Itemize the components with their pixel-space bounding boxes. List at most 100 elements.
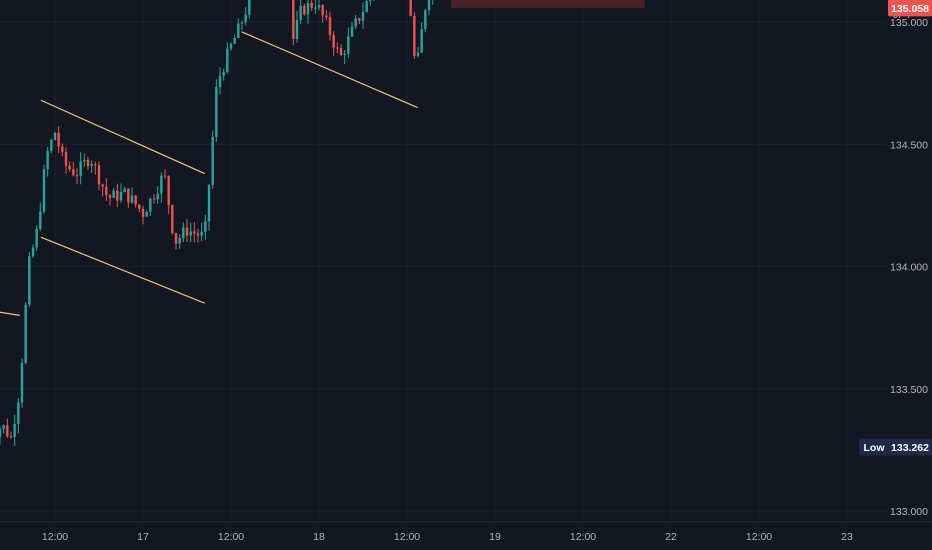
candle-body — [9, 436, 13, 438]
candle-body — [174, 232, 178, 244]
candle-body — [134, 195, 137, 205]
candle-body — [240, 22, 244, 24]
candle-body — [350, 26, 354, 37]
candle-body — [328, 17, 332, 35]
candle-body — [248, 0, 251, 15]
candle-body — [35, 228, 38, 248]
candle-body — [306, 3, 310, 15]
candle-body — [123, 188, 126, 193]
candle-body — [79, 161, 82, 176]
candle-body — [200, 231, 203, 236]
candle-body — [310, 3, 313, 8]
candle-body — [409, 0, 412, 16]
candle-body — [185, 227, 189, 236]
low-label-bg — [859, 438, 889, 456]
candle-body — [182, 227, 185, 238]
candle-body — [152, 198, 156, 200]
candle-body — [119, 192, 123, 201]
candle-body — [39, 211, 42, 229]
candle-body — [343, 53, 346, 56]
candle-body — [314, 7, 317, 9]
x-tick-label: 12:00 — [570, 531, 596, 543]
candle-body — [413, 15, 416, 56]
candle-body — [215, 86, 218, 137]
candle-body — [211, 136, 214, 186]
candle-body — [321, 5, 324, 16]
candle-body — [420, 29, 423, 53]
stop-loss-value: 135.058 — [891, 3, 929, 15]
trendline-1 — [40, 99, 205, 175]
candle-body — [361, 12, 365, 21]
candle-body — [193, 231, 196, 234]
candle-body — [229, 43, 233, 49]
candle-body — [167, 176, 170, 206]
candle-body — [171, 205, 174, 233]
stop-loss-value-bg — [888, 0, 932, 17]
candle-body — [116, 190, 119, 201]
candle-body — [61, 146, 64, 152]
candle-body — [339, 47, 343, 56]
x-tick-label: 22 — [665, 531, 677, 543]
x-tick-label: 19 — [489, 531, 501, 543]
candle-body — [68, 165, 71, 170]
candle-body — [90, 164, 93, 167]
candle-body — [163, 175, 167, 177]
candle-body — [101, 184, 104, 187]
candle-body — [369, 0, 372, 1]
y-tick-label: 133.000 — [890, 506, 928, 518]
candle-body — [295, 19, 299, 40]
x-tick-label: 12:00 — [42, 531, 68, 543]
candle-body — [189, 231, 192, 236]
candle-body — [178, 237, 181, 244]
candle-body — [145, 211, 148, 217]
candle-body — [233, 37, 236, 44]
candle-body — [112, 190, 115, 198]
candle-body — [218, 75, 222, 87]
candle-body — [138, 204, 141, 209]
price-badges: High136.762USDJPY136.501136.354135.37813… — [859, 0, 932, 456]
candle-body — [94, 164, 97, 166]
candle-body — [105, 186, 108, 196]
position-zones — [451, 0, 645, 8]
candle-body — [0, 428, 2, 438]
candle-body — [303, 5, 306, 15]
candle-body — [42, 169, 46, 212]
x-tick-label: 12:00 — [746, 531, 772, 543]
candle-body — [354, 18, 357, 27]
candle-body — [196, 233, 200, 236]
candle-body — [317, 5, 321, 8]
y-tick-label: 134.000 — [890, 262, 928, 274]
y-tick-label: 133.500 — [890, 384, 928, 396]
trendline-0 — [0, 311, 20, 316]
chart-grid — [0, 0, 886, 522]
candle-body — [427, 0, 431, 11]
candle-body — [336, 47, 339, 49]
candle-body — [358, 18, 361, 21]
candle-body — [20, 362, 24, 403]
candles — [0, 0, 434, 447]
trendlines — [0, 31, 418, 316]
candle-body — [325, 15, 328, 18]
candle-body — [237, 23, 240, 38]
candle-body — [64, 151, 68, 166]
candle-body — [53, 132, 57, 140]
candle-body — [299, 5, 302, 20]
candle-body — [130, 195, 134, 203]
x-tick-label: 18 — [313, 531, 325, 543]
candle-body — [75, 175, 79, 177]
candle-body — [226, 48, 229, 73]
y-tick-label: 135.000 — [890, 17, 928, 29]
time-axis[interactable]: 12:00 17 12:00 18 12:00 19 12:00 22 12:00 23 — [0, 521, 932, 543]
low-value: 133.262 — [891, 442, 929, 454]
candle-body — [6, 425, 9, 437]
candle-body — [347, 36, 350, 54]
candle-body — [141, 208, 145, 217]
candle-body — [160, 175, 163, 194]
low-value-bg — [888, 438, 932, 456]
candle-body — [292, 0, 295, 40]
candle-body — [332, 34, 335, 48]
candle-body — [50, 139, 53, 151]
candle-body — [222, 72, 225, 76]
y-tick-label: 134.500 — [890, 139, 928, 151]
